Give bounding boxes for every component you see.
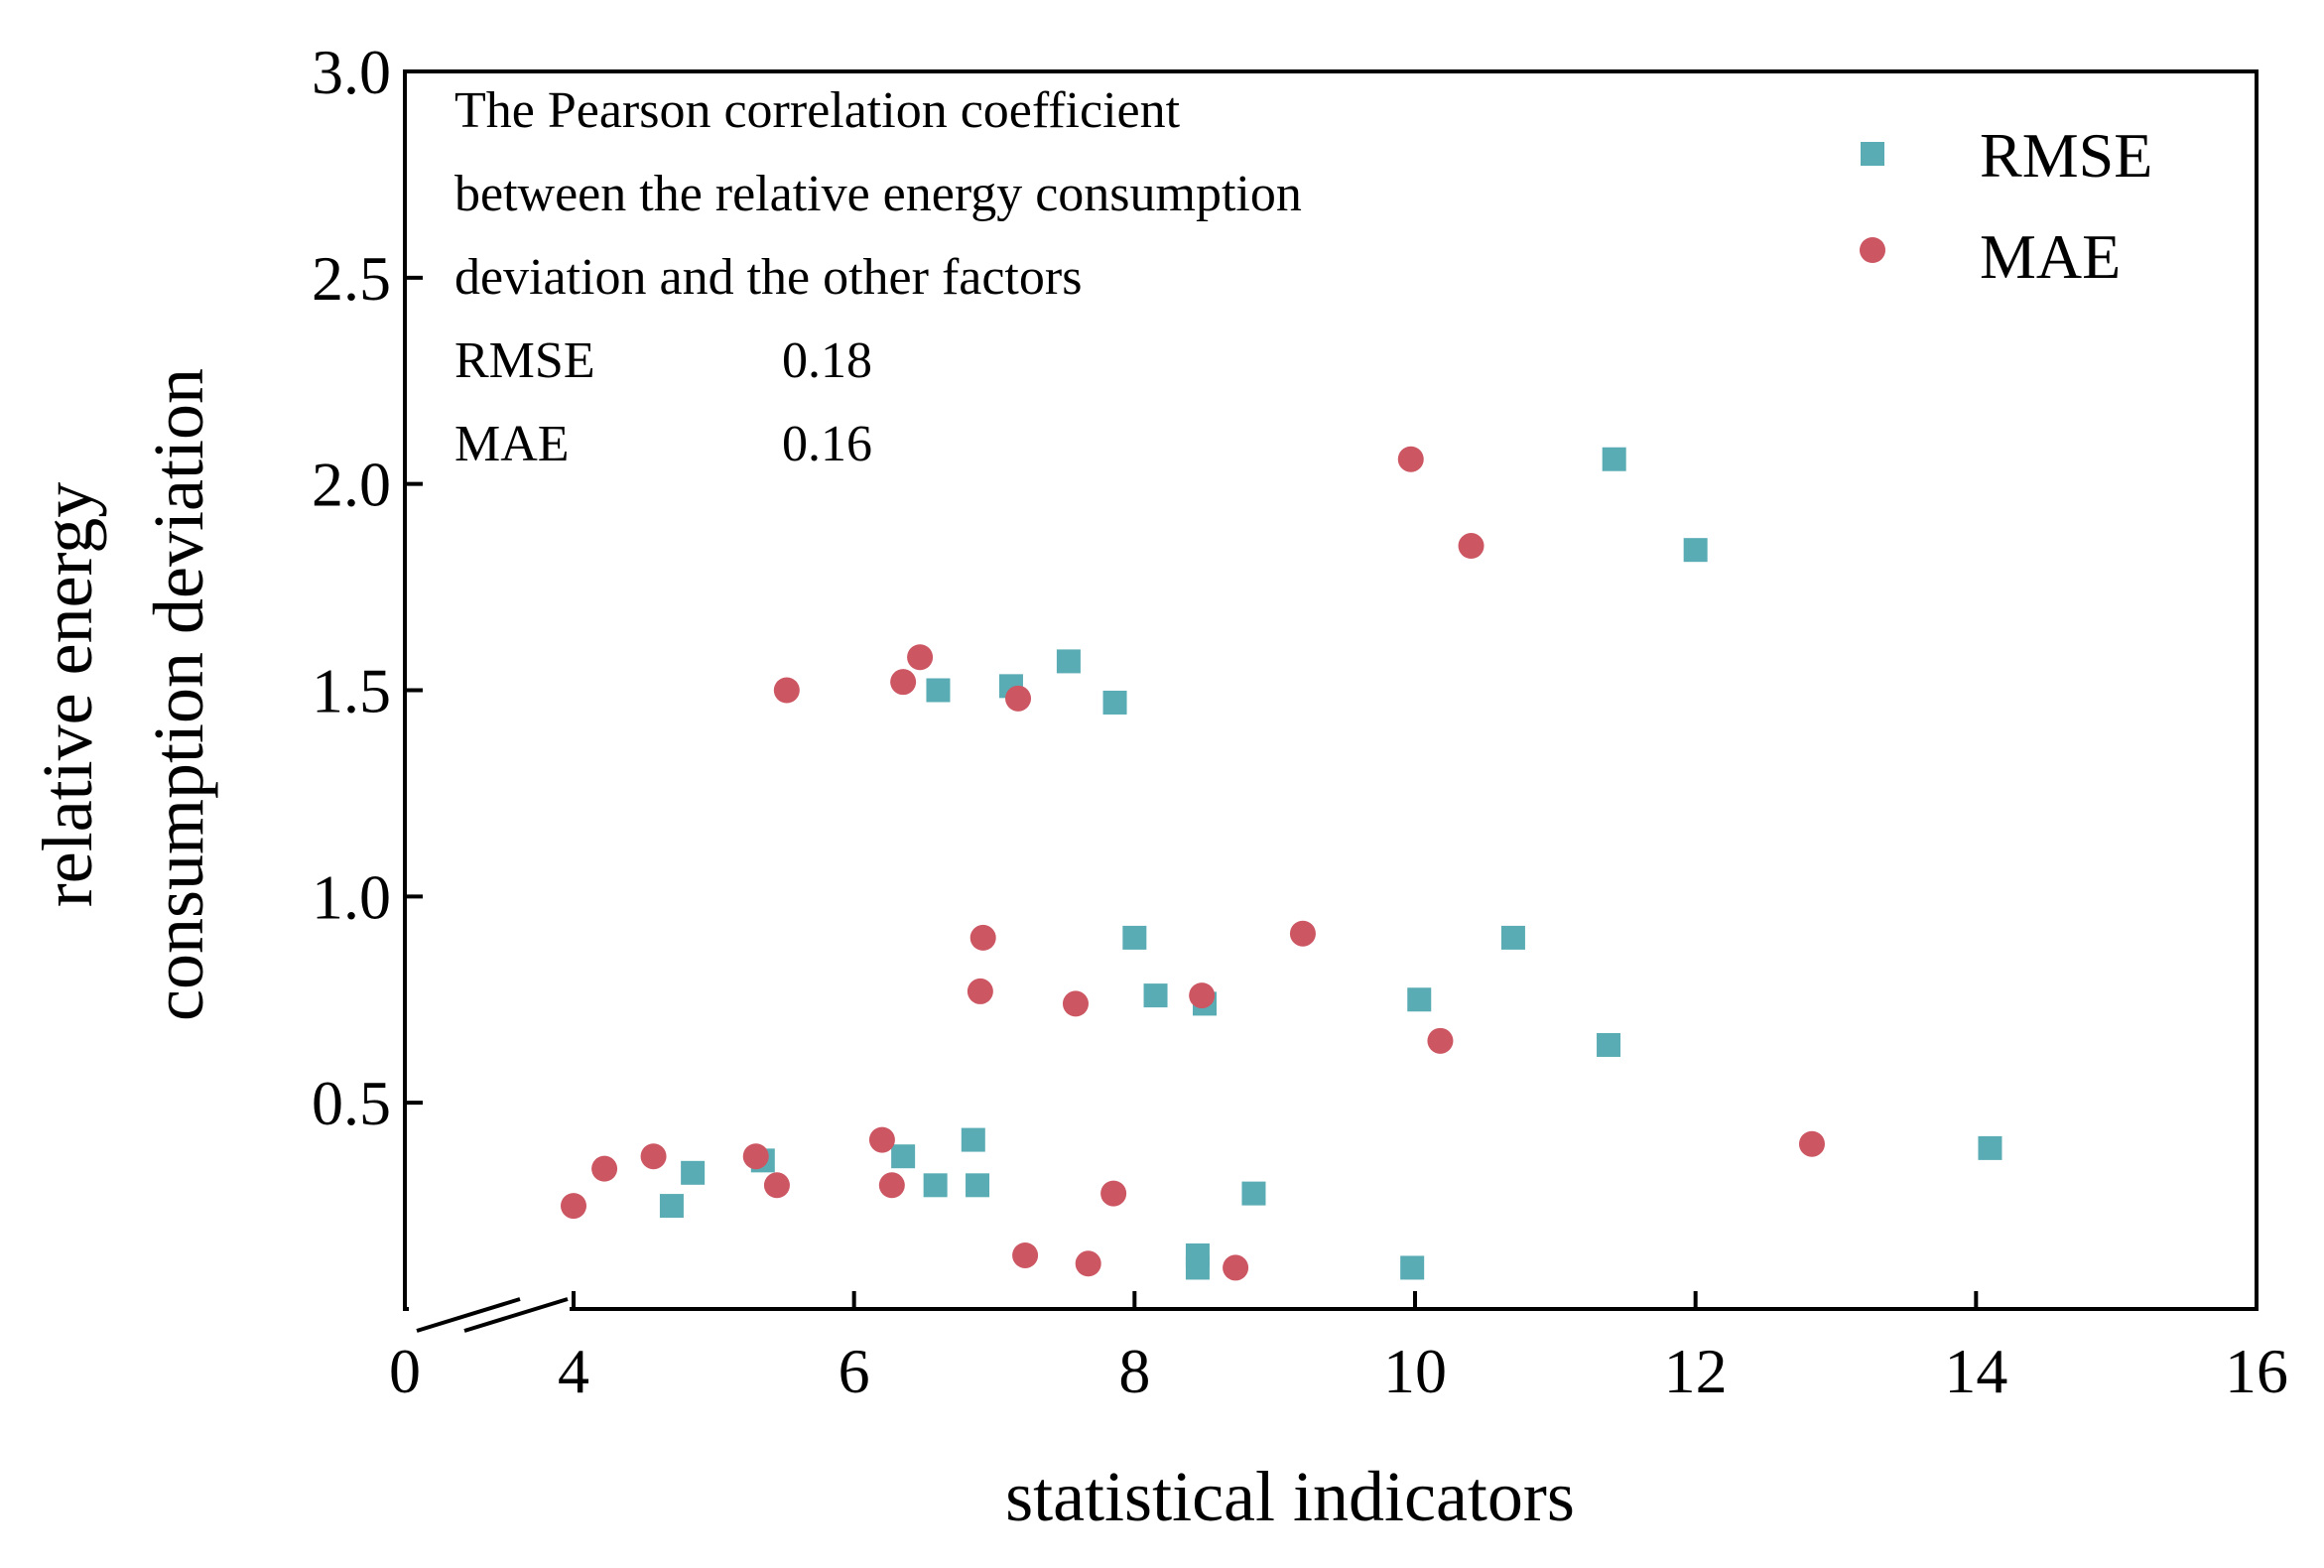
axis-break-slash-1: [416, 1297, 521, 1333]
point-mae: [640, 1143, 667, 1170]
annotation-line-1: The Pearson correlation coefficient: [454, 82, 1181, 139]
point-rmse: [1102, 690, 1127, 715]
x-axis-title: statistical indicators: [1005, 1457, 1575, 1536]
legend-rmse-label: RMSE: [1980, 120, 2152, 191]
point-mae: [868, 1126, 895, 1153]
point-mae: [763, 1172, 790, 1199]
legend: RMSE MAE: [1860, 120, 2152, 292]
x-tick-label: 0: [389, 1336, 421, 1406]
point-mae: [1223, 1254, 1249, 1281]
point-rmse: [1122, 925, 1147, 950]
y-tick-label: 1.0: [312, 861, 391, 932]
x-tick-label: 8: [1118, 1336, 1150, 1406]
y-tick-label: 2.0: [312, 450, 391, 520]
point-rmse: [1185, 1255, 1210, 1280]
point-mae: [907, 644, 934, 671]
point-mae: [1005, 685, 1032, 712]
y-axis-title: relative energy consumption deviation: [28, 368, 218, 1021]
point-mae: [1062, 990, 1089, 1017]
point-rmse: [1683, 538, 1708, 563]
point-mae: [1798, 1130, 1825, 1157]
point-rmse: [1407, 987, 1432, 1012]
annotation-rmse-value: 0.18: [782, 332, 872, 389]
axes: 0 4 6 8 10 12 14 16 0.5 1.0 1.5 2.0 2.5 3.0: [312, 37, 2288, 1406]
legend-mae-marker: [1860, 237, 1885, 263]
annotation-mae-value: 0.16: [782, 416, 872, 472]
point-mae: [742, 1143, 769, 1170]
point-mae: [969, 924, 996, 951]
x-tick-label: 14: [1944, 1336, 2007, 1406]
point-rmse: [926, 678, 951, 703]
point-mae: [591, 1155, 618, 1182]
y-axis-title-line-1: relative energy: [28, 482, 107, 907]
point-rmse: [966, 1173, 990, 1198]
point-rmse: [961, 1127, 985, 1152]
y-tick-label: 1.5: [312, 656, 391, 726]
point-mae: [890, 669, 917, 696]
point-rmse: [1241, 1181, 1266, 1206]
x-tick-label: 6: [839, 1336, 870, 1406]
point-mae: [1289, 920, 1316, 947]
annotation-line-3: deviation and the other factors: [454, 249, 1082, 306]
point-rmse: [659, 1194, 684, 1219]
y-tick-label: 2.5: [312, 243, 391, 314]
point-rmse: [681, 1160, 706, 1185]
point-mae: [1189, 982, 1216, 1009]
point-rmse: [1978, 1135, 2002, 1160]
point-mae: [967, 978, 993, 1004]
annotation-line-2: between the relative energy consumption: [454, 166, 1302, 222]
point-rmse: [891, 1144, 916, 1169]
point-mae: [1458, 533, 1485, 560]
point-mae: [878, 1172, 905, 1199]
x-tick-label: 4: [558, 1336, 589, 1406]
point-mae: [1075, 1250, 1101, 1277]
x-tick-label: 12: [1664, 1336, 1728, 1406]
point-mae: [561, 1193, 586, 1220]
point-mae: [1427, 1027, 1454, 1054]
annotation-rmse-label: RMSE: [454, 332, 595, 389]
y-axis-title-line-2: consumption deviation: [139, 368, 218, 1021]
axis-break-slash-2: [463, 1297, 569, 1333]
y-tick-label: 3.0: [312, 37, 391, 107]
point-rmse: [923, 1173, 948, 1198]
legend-rmse-marker: [1861, 142, 1884, 166]
y-tick-label: 0.5: [312, 1068, 391, 1138]
annotation-box: The Pearson correlation coefficient betw…: [454, 82, 1302, 472]
annotation-mae-label: MAE: [454, 416, 570, 472]
point-rmse: [1602, 447, 1626, 471]
point-rmse: [1143, 983, 1168, 1008]
point-mae: [773, 677, 800, 704]
x-tick-label: 10: [1383, 1336, 1447, 1406]
point-rmse: [1056, 649, 1081, 674]
point-rmse: [1400, 1255, 1425, 1280]
data-marks: [561, 446, 2002, 1281]
point-mae: [1012, 1241, 1039, 1268]
point-mae: [1397, 446, 1424, 472]
point-mae: [1100, 1180, 1127, 1207]
legend-mae-label: MAE: [1980, 221, 2121, 292]
point-rmse: [1500, 925, 1525, 950]
point-rmse: [1597, 1032, 1621, 1057]
x-tick-label: 16: [2225, 1336, 2288, 1406]
